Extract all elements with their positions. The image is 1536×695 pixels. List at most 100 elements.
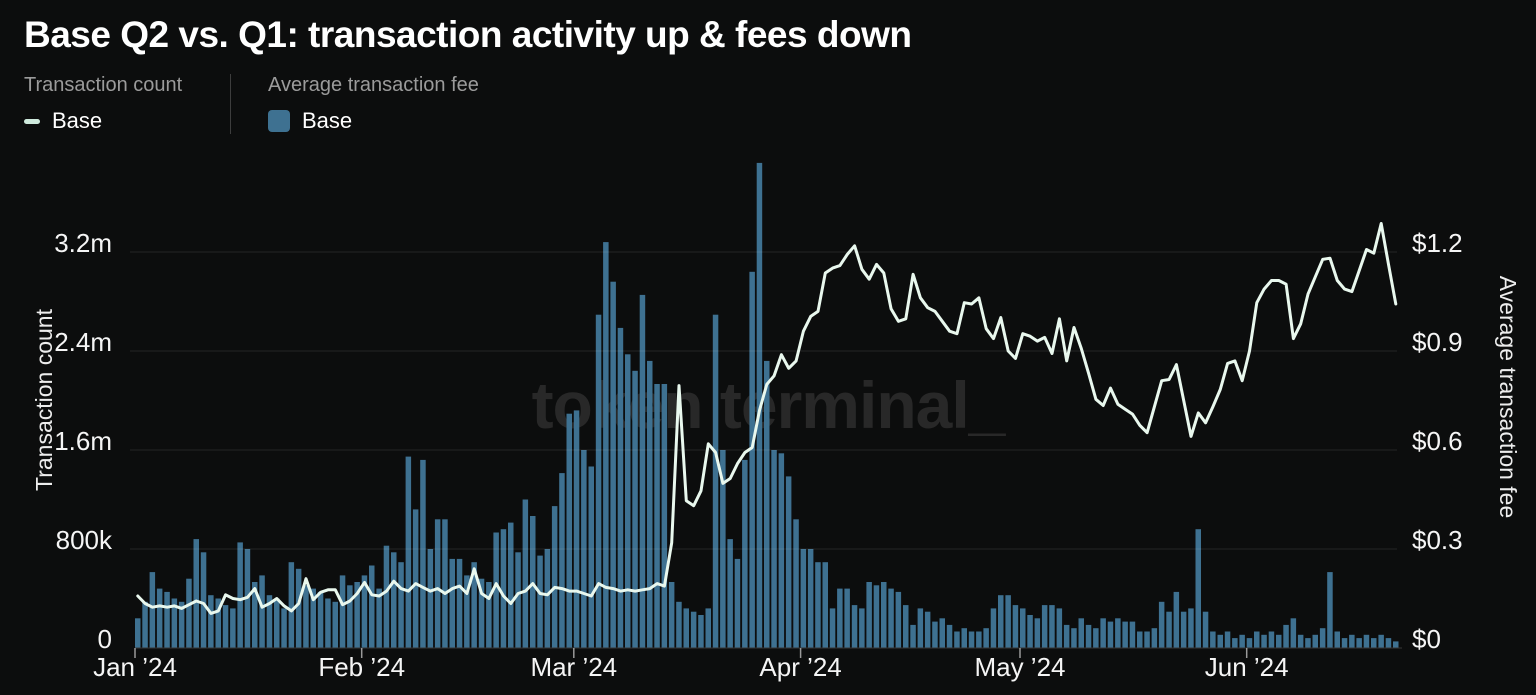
tx-count-line xyxy=(136,222,1398,615)
line-swatch-icon xyxy=(24,118,40,124)
fee-bar xyxy=(581,450,587,648)
fee-bar xyxy=(332,601,338,648)
fee-bar xyxy=(793,519,799,648)
legend-heading-average-fee: Average transaction fee xyxy=(268,74,479,96)
fee-bar xyxy=(1290,618,1297,648)
fee-bar xyxy=(434,519,441,648)
fee-bar xyxy=(281,608,287,648)
fee-bar xyxy=(1129,621,1136,648)
fee-bar xyxy=(530,516,536,648)
fee-bar xyxy=(1041,605,1048,648)
fee-bar xyxy=(325,598,331,648)
fee-bar xyxy=(954,631,960,648)
fee-bar xyxy=(1327,572,1333,648)
fee-bar xyxy=(932,621,938,648)
fee-bar xyxy=(1195,529,1201,648)
fee-bar xyxy=(1246,638,1253,648)
x-tick-label: Jun ’24 xyxy=(1205,652,1289,682)
fee-bar xyxy=(1239,634,1245,648)
legend-heading-transaction-count: Transaction count xyxy=(24,74,183,96)
legend-item-label: Base xyxy=(52,108,103,133)
fee-bar xyxy=(266,595,273,648)
legend-item-label: Base xyxy=(302,108,353,133)
fee-bar xyxy=(215,598,221,648)
fee-bar xyxy=(1349,634,1355,648)
fee-bar xyxy=(807,549,814,648)
fee-bar xyxy=(1063,624,1070,648)
y-right-tick-label: $1.2 xyxy=(1412,228,1463,258)
fee-bar xyxy=(566,413,572,648)
fee-bar xyxy=(383,545,390,648)
y-right-tick-label: $0 xyxy=(1412,624,1441,654)
fee-bar xyxy=(1020,608,1026,648)
fee-bar xyxy=(690,611,697,648)
legend-divider xyxy=(230,74,231,134)
fee-bar xyxy=(471,562,477,648)
fee-bar xyxy=(1371,638,1377,648)
fee-bar xyxy=(603,242,609,648)
fee-bar xyxy=(537,555,543,648)
fee-bar xyxy=(837,588,843,648)
fee-bar xyxy=(274,598,280,648)
fee-bar xyxy=(252,582,258,648)
fee-bar xyxy=(1232,638,1238,648)
legend-item-transaction-count-base[interactable]: Base xyxy=(24,108,230,134)
fee-bar xyxy=(903,605,909,648)
fee-bar xyxy=(734,558,741,648)
x-tick-label: Apr ’24 xyxy=(759,652,841,682)
fee-bar xyxy=(1356,638,1362,648)
fee-bar xyxy=(142,601,148,648)
legend-item-average-fee-base[interactable]: Base xyxy=(268,108,479,134)
fee-bar xyxy=(288,562,295,648)
fee-bar xyxy=(515,552,521,648)
fee-bar xyxy=(983,628,989,648)
fee-bar xyxy=(778,453,785,648)
fee-bar xyxy=(449,558,455,648)
fee-bar xyxy=(237,542,243,648)
x-tick-label: Jan ’24 xyxy=(93,652,177,682)
fee-bar xyxy=(632,370,638,648)
fee-bar xyxy=(164,591,170,648)
fee-bar xyxy=(522,499,529,648)
fee-bar xyxy=(639,294,646,648)
x-tick-label: Feb ’24 xyxy=(318,652,405,682)
fee-bar xyxy=(676,601,682,648)
fee-bar xyxy=(727,539,733,648)
fee-bar xyxy=(1056,608,1063,648)
y-left-tick-label: 800k xyxy=(56,525,113,555)
fee-bar xyxy=(1393,641,1399,648)
fee-bar xyxy=(1363,634,1370,648)
fee-bar xyxy=(339,575,346,648)
fee-bar xyxy=(1319,628,1326,648)
left-axis-title: Transaction count xyxy=(31,308,57,491)
fee-bar xyxy=(1385,638,1392,648)
fee-bar xyxy=(486,582,492,648)
fee-bar xyxy=(1005,595,1011,648)
fee-bar xyxy=(968,631,975,648)
fee-bar xyxy=(230,608,236,648)
fee-bar xyxy=(720,450,726,648)
fee-bar xyxy=(1297,634,1304,648)
fee-bar xyxy=(551,506,558,648)
fee-bar xyxy=(1034,618,1041,648)
fee-bar xyxy=(420,459,426,648)
fee-bar xyxy=(1151,628,1158,648)
fee-bar xyxy=(764,360,770,648)
fee-bar xyxy=(866,582,872,648)
fee-bar xyxy=(661,384,668,648)
right-axis-title: Average transaction fee xyxy=(1495,276,1521,519)
fee-bar xyxy=(361,575,368,648)
fee-bar xyxy=(208,595,214,648)
fee-bar xyxy=(859,608,865,648)
fee-bar xyxy=(1115,618,1121,648)
fee-bar xyxy=(1378,634,1384,648)
fee-bar xyxy=(1027,615,1033,648)
fee-bar xyxy=(910,624,916,648)
fee-bar xyxy=(1334,631,1340,648)
fee-bar xyxy=(742,459,748,648)
fee-bar xyxy=(427,549,434,648)
fee-bar xyxy=(873,585,880,648)
fee-bar xyxy=(1224,631,1231,648)
fee-bar xyxy=(712,314,719,648)
